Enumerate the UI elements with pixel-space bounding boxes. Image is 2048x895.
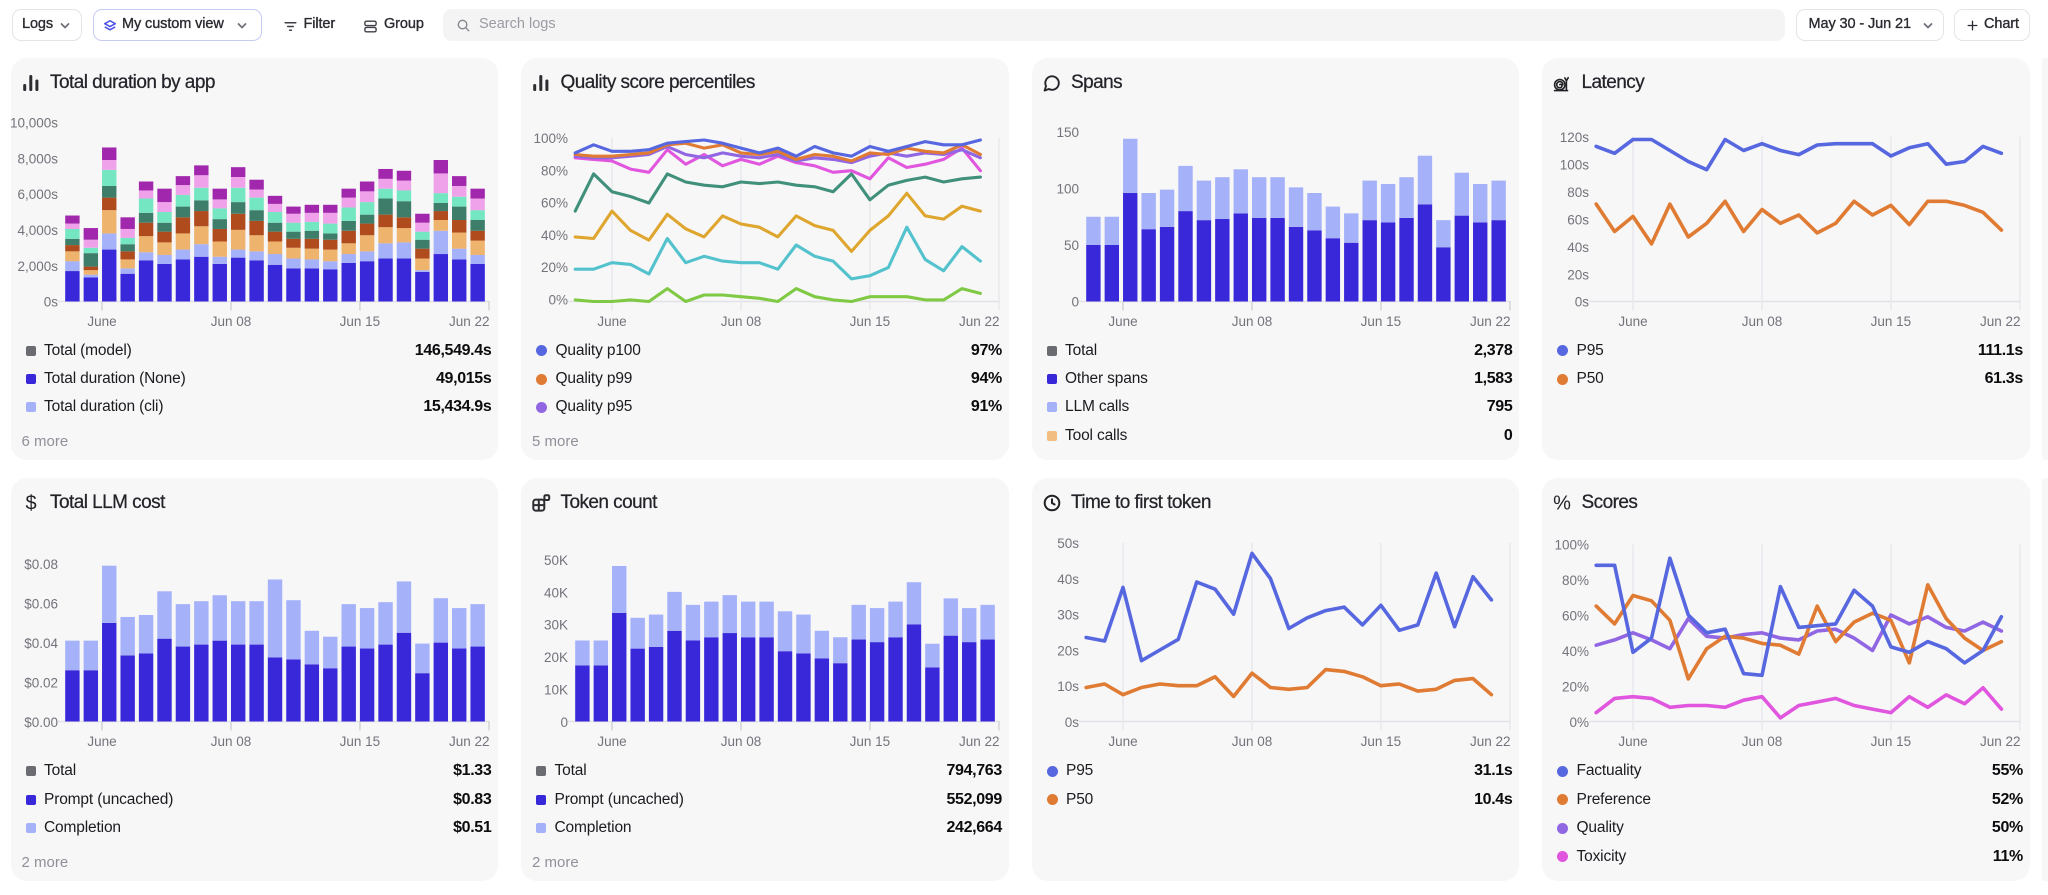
svg-text:20%: 20% bbox=[541, 260, 568, 275]
svg-text:Jun 22: Jun 22 bbox=[959, 734, 1000, 749]
svg-text:June: June bbox=[597, 734, 626, 749]
svg-text:6,000s: 6,000s bbox=[17, 187, 58, 202]
svg-text:Jun 15: Jun 15 bbox=[850, 734, 891, 749]
svg-text:80%: 80% bbox=[541, 163, 568, 178]
svg-text:80%: 80% bbox=[1562, 573, 1589, 588]
svg-text:$0.06: $0.06 bbox=[24, 597, 58, 612]
svg-text:$0.04: $0.04 bbox=[24, 636, 58, 651]
svg-text:Jun 15: Jun 15 bbox=[1360, 314, 1401, 329]
svg-text:40s: 40s bbox=[1057, 572, 1079, 587]
svg-text:Jun 22: Jun 22 bbox=[448, 314, 489, 329]
svg-text:80s: 80s bbox=[1567, 184, 1589, 199]
svg-text:Jun 08: Jun 08 bbox=[210, 734, 251, 749]
svg-text:Jun 08: Jun 08 bbox=[1231, 314, 1272, 329]
svg-text:Jun 08: Jun 08 bbox=[1742, 734, 1783, 749]
svg-text:Jun 08: Jun 08 bbox=[1231, 734, 1272, 749]
svg-text:150: 150 bbox=[1056, 124, 1079, 139]
svg-text:%: % bbox=[1553, 493, 1571, 515]
svg-text:2,000s: 2,000s bbox=[17, 258, 58, 273]
svg-text:Jun 22: Jun 22 bbox=[1469, 734, 1510, 749]
svg-text:50: 50 bbox=[1063, 237, 1078, 252]
svg-text:Jun 08: Jun 08 bbox=[721, 734, 762, 749]
svg-text:Jun 08: Jun 08 bbox=[210, 314, 251, 329]
svg-text:0%: 0% bbox=[548, 292, 568, 307]
svg-text:Jun 15: Jun 15 bbox=[1871, 734, 1912, 749]
svg-text:40s: 40s bbox=[1567, 239, 1589, 254]
svg-text:June: June bbox=[1618, 734, 1647, 749]
svg-text:0s: 0s bbox=[1064, 715, 1079, 730]
svg-text:120s: 120s bbox=[1560, 130, 1590, 145]
svg-text:Jun 15: Jun 15 bbox=[850, 314, 891, 329]
svg-text:Jun 15: Jun 15 bbox=[339, 314, 380, 329]
svg-text:8,000s: 8,000s bbox=[17, 151, 58, 166]
svg-text:$0.00: $0.00 bbox=[24, 715, 58, 730]
svg-text:40K: 40K bbox=[544, 586, 568, 601]
svg-text:20%: 20% bbox=[1562, 680, 1589, 695]
svg-text:60%: 60% bbox=[1562, 609, 1589, 624]
svg-text:Jun 22: Jun 22 bbox=[1469, 314, 1510, 329]
svg-text:50s: 50s bbox=[1057, 536, 1079, 551]
svg-text:20K: 20K bbox=[544, 650, 568, 665]
svg-text:100%: 100% bbox=[533, 131, 568, 146]
svg-text:100%: 100% bbox=[1554, 538, 1589, 553]
svg-text:30K: 30K bbox=[544, 618, 568, 633]
svg-text:0: 0 bbox=[560, 715, 568, 730]
svg-text:Jun 15: Jun 15 bbox=[339, 734, 380, 749]
svg-text:40%: 40% bbox=[1562, 644, 1589, 659]
svg-text:60s: 60s bbox=[1567, 212, 1589, 227]
svg-text:40%: 40% bbox=[541, 227, 568, 242]
svg-text:Jun 22: Jun 22 bbox=[1980, 734, 2021, 749]
svg-text:Jun 22: Jun 22 bbox=[959, 314, 1000, 329]
svg-text:4,000s: 4,000s bbox=[17, 222, 58, 237]
svg-text:10s: 10s bbox=[1057, 679, 1079, 694]
svg-text:Jun 08: Jun 08 bbox=[721, 314, 762, 329]
svg-text:June: June bbox=[597, 314, 626, 329]
svg-text:June: June bbox=[1108, 314, 1137, 329]
svg-text:0s: 0s bbox=[1575, 294, 1590, 309]
svg-text:10,000s: 10,000s bbox=[11, 115, 58, 130]
svg-text:30s: 30s bbox=[1057, 608, 1079, 623]
svg-text:60%: 60% bbox=[541, 195, 568, 210]
svg-text:Jun 08: Jun 08 bbox=[1742, 314, 1783, 329]
svg-text:$0.08: $0.08 bbox=[24, 557, 58, 572]
svg-text:Jun 15: Jun 15 bbox=[1360, 734, 1401, 749]
svg-text:Jun 22: Jun 22 bbox=[448, 734, 489, 749]
svg-text:June: June bbox=[1108, 734, 1137, 749]
svg-text:June: June bbox=[87, 734, 116, 749]
svg-text:0%: 0% bbox=[1569, 715, 1589, 730]
svg-text:Jun 22: Jun 22 bbox=[1980, 314, 2021, 329]
svg-text:0s: 0s bbox=[43, 294, 58, 309]
svg-text:$: $ bbox=[25, 493, 36, 515]
svg-text:0: 0 bbox=[1071, 294, 1079, 309]
svg-text:June: June bbox=[1618, 314, 1647, 329]
svg-text:June: June bbox=[87, 314, 116, 329]
svg-text:50K: 50K bbox=[544, 553, 568, 568]
svg-text:20s: 20s bbox=[1057, 644, 1079, 659]
svg-text:20s: 20s bbox=[1567, 267, 1589, 282]
svg-text:100: 100 bbox=[1056, 181, 1079, 196]
svg-text:100s: 100s bbox=[1560, 157, 1590, 172]
svg-text:Jun 15: Jun 15 bbox=[1871, 314, 1912, 329]
svg-text:10K: 10K bbox=[544, 683, 568, 698]
svg-text:$0.02: $0.02 bbox=[24, 676, 58, 691]
